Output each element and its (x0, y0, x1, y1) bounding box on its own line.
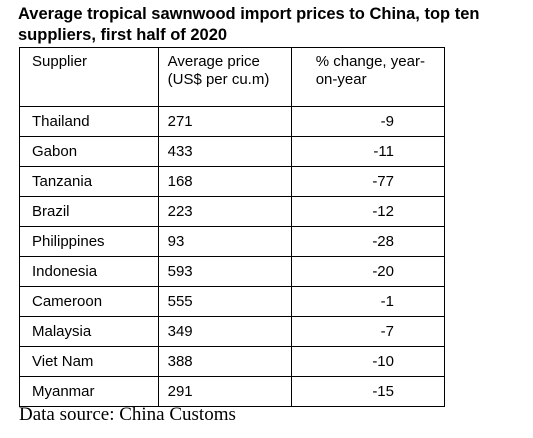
price-table: Supplier Average price (US$ per cu.m) % … (19, 47, 446, 407)
supplier-cell: Indonesia (19, 256, 159, 287)
table-header-row: Supplier Average price (US$ per cu.m) % … (19, 47, 446, 107)
header-percent-change: % change, year-on-year (290, 47, 446, 107)
table-row: Gabon 433 -11 (19, 136, 446, 167)
supplier-cell: Myanmar (19, 376, 159, 407)
price-cell: 388 (157, 346, 292, 377)
price-cell: 271 (157, 106, 292, 137)
price-cell: 433 (157, 136, 292, 167)
table-title: Average tropical sawnwood import prices … (18, 5, 480, 44)
change-cell: -28 (290, 226, 446, 257)
table-row: Malaysia 349 -7 (19, 316, 446, 347)
price-cell: 349 (157, 316, 292, 347)
supplier-cell: Gabon (19, 136, 159, 167)
change-cell: -15 (290, 376, 446, 407)
supplier-cell: Cameroon (19, 286, 159, 317)
table-row: Brazil 223 -12 (19, 196, 446, 227)
change-cell: -11 (290, 136, 446, 167)
supplier-cell: Philippines (19, 226, 159, 257)
header-supplier: Supplier (19, 47, 159, 107)
change-cell: -10 (290, 346, 446, 377)
supplier-cell: Tanzania (19, 166, 159, 197)
change-cell: -9 (290, 106, 446, 137)
price-cell: 93 (157, 226, 292, 257)
change-cell: -1 (290, 286, 446, 317)
table-row: Tanzania 168 -77 (19, 166, 446, 197)
price-cell: 291 (157, 376, 292, 407)
price-cell: 223 (157, 196, 292, 227)
price-cell: 168 (157, 166, 292, 197)
table-row: Cameroon 555 -1 (19, 286, 446, 317)
table-row: Indonesia 593 -20 (19, 256, 446, 287)
supplier-cell: Brazil (19, 196, 159, 227)
supplier-cell: Malaysia (19, 316, 159, 347)
price-cell: 555 (157, 286, 292, 317)
table-row: Philippines 93 -28 (19, 226, 446, 257)
table-row: Viet Nam 388 -10 (19, 346, 446, 377)
table-row: Myanmar 291 -15 (19, 376, 446, 407)
change-cell: -20 (290, 256, 446, 287)
data-source-note: Data source: China Customs (19, 404, 236, 425)
change-cell: -77 (290, 166, 446, 197)
change-cell: -7 (290, 316, 446, 347)
change-cell: -12 (290, 196, 446, 227)
supplier-cell: Viet Nam (19, 346, 159, 377)
table-row: Thailand 271 -9 (19, 106, 446, 137)
price-cell: 593 (157, 256, 292, 287)
supplier-cell: Thailand (19, 106, 159, 137)
header-average-price: Average price (US$ per cu.m) (157, 47, 292, 107)
